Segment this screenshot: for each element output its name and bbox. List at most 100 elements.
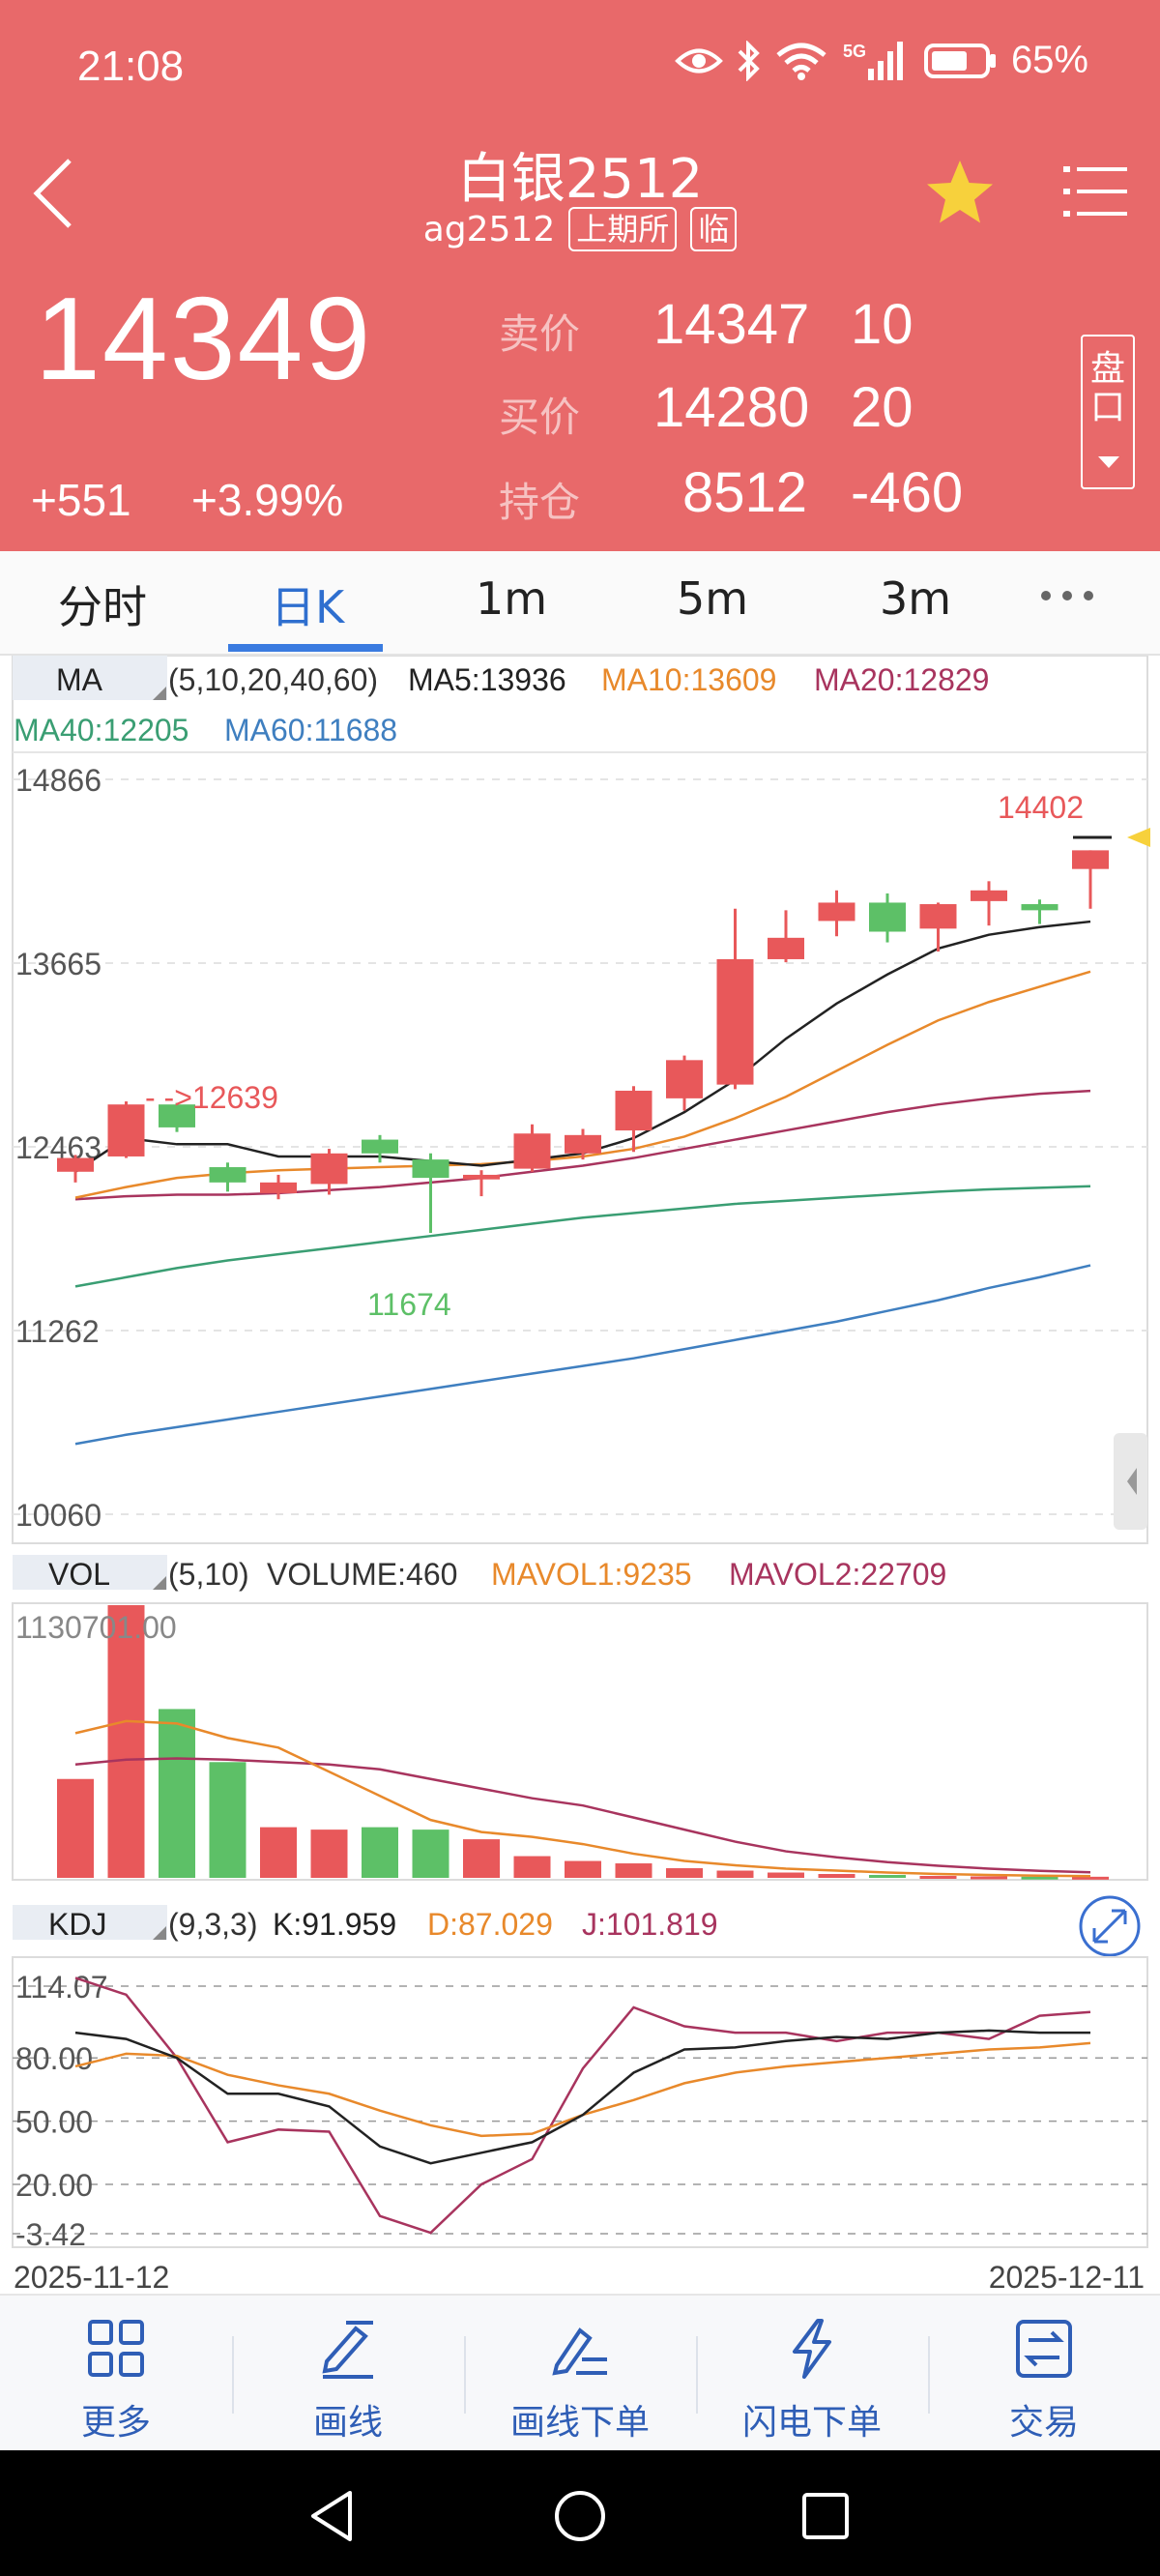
- volume-bar: [818, 1874, 856, 1878]
- y-tick-label: 14866: [15, 763, 102, 798]
- exchange-tag: 上期所: [568, 207, 678, 251]
- favorite-star-icon[interactable]: [923, 157, 997, 230]
- bid-label: 买价: [499, 394, 581, 441]
- menu-list-icon[interactable]: [1061, 161, 1129, 222]
- ask-label: 卖价: [499, 310, 581, 358]
- chart-area[interactable]: MA (5,10,20,40,60) MA5:13936 MA10:13609 …: [0, 656, 1160, 2294]
- status-icons: 5G 65%: [675, 39, 1088, 82]
- candle-body: [209, 1167, 246, 1183]
- y-tick-label: 11262: [15, 1314, 100, 1349]
- temporary-tag: 临: [690, 207, 738, 251]
- system-nav-bar: [0, 2450, 1160, 2576]
- nav-home-icon[interactable]: [553, 2489, 607, 2543]
- ma-label-box: [13, 656, 167, 700]
- high-price-label: 14402: [998, 790, 1084, 825]
- nav-recents-icon[interactable]: [800, 2491, 851, 2541]
- quote-header: 21:08 5G 65% 白银2512 ag2512 上期所 临 14349 +…: [0, 0, 1160, 551]
- vol-label-box: [13, 1555, 167, 1590]
- mavol2-line: [74, 1757, 1091, 1874]
- k-legend: K:91.959: [273, 1907, 396, 1942]
- vol-panel-frame: [12, 1602, 1148, 1881]
- triangle-down-icon: [1098, 456, 1119, 468]
- volume-bar: [57, 1778, 94, 1878]
- candle-body: [666, 1060, 703, 1098]
- status-bar: 21:08 5G 65%: [0, 0, 1160, 135]
- battery-icon: [923, 43, 996, 78]
- kdj-panel-frame: [12, 1956, 1148, 2248]
- more-label: 更多: [80, 2403, 151, 2443]
- volume-bar: [1021, 1876, 1058, 1880]
- k-line: [74, 2029, 1091, 2165]
- kline-chart[interactable]: MA (5,10,20,40,60) MA5:13936 MA10:13609 …: [0, 656, 1160, 2294]
- toolbar-divider: [928, 2336, 930, 2414]
- volume-ma-lines: [74, 1719, 1091, 1878]
- more-dots-icon[interactable]: [1040, 586, 1094, 605]
- candlesticks: [57, 850, 1109, 1234]
- candle-body: [565, 1134, 601, 1154]
- candle-body: [869, 902, 906, 932]
- flash-order-button[interactable]: 闪电下单: [696, 2296, 928, 2452]
- eye-icon: [675, 48, 723, 73]
- candle-body: [513, 1133, 551, 1169]
- open-interest-change: -460: [851, 461, 964, 524]
- bluetooth-icon: [738, 40, 760, 81]
- more-button[interactable]: 更多: [0, 2296, 232, 2452]
- period-tabs: 分时 日K 1m 5m 3m: [0, 551, 1160, 656]
- trade-button[interactable]: 交易: [928, 2296, 1160, 2452]
- back-arrow-icon[interactable]: [27, 155, 85, 232]
- y-tick-label: 13665: [15, 947, 102, 981]
- bottom-toolbar: 更多 画线 画线下单 闪电下单 交易: [0, 2294, 1160, 2450]
- kdj-indicator-label[interactable]: KDJ: [48, 1907, 106, 1942]
- open-interest-value: 8512: [682, 461, 808, 524]
- marker-price-label: - ->12639: [145, 1080, 278, 1115]
- tab-1m[interactable]: 1m: [476, 572, 548, 625]
- mavol2-legend: MAVOL2:22709: [729, 1557, 946, 1592]
- candle-body: [1072, 850, 1109, 869]
- kdj-params: (9,3,3): [168, 1907, 257, 1942]
- ma20-legend: MA20:12829: [814, 662, 989, 697]
- x-end-date: 2025-12-11: [989, 2260, 1145, 2294]
- draw-line-order-button[interactable]: 画线下单: [464, 2296, 696, 2452]
- ma10-legend: MA10:13609: [601, 662, 776, 697]
- candle-body: [463, 1174, 500, 1180]
- candle-body: [818, 902, 856, 922]
- candle-body: [57, 1157, 94, 1172]
- tab-timeshare[interactable]: 分时: [58, 581, 147, 633]
- tab-daily-k[interactable]: 日K: [271, 581, 345, 633]
- y-tick-label: 10060: [15, 1498, 102, 1533]
- price-change: +551: [31, 475, 131, 525]
- candle-body: [768, 937, 804, 959]
- ma60-legend: MA60:11688: [224, 713, 397, 747]
- vol-indicator-label[interactable]: VOL: [48, 1557, 110, 1592]
- kdj-y-tick-label: 20.00: [15, 2168, 93, 2203]
- kdj-selector-triangle-icon[interactable]: [153, 1926, 166, 1940]
- pankou-button[interactable]: 盘口: [1081, 335, 1135, 489]
- candle-body: [107, 1104, 145, 1156]
- signal-icon: 5G: [843, 41, 903, 80]
- nav-back-icon[interactable]: [305, 2489, 360, 2543]
- ma-indicator-label[interactable]: MA: [56, 662, 103, 697]
- draw-line-button[interactable]: 画线: [232, 2296, 464, 2452]
- volume-bar: [666, 1868, 703, 1878]
- candle-body: [310, 1153, 348, 1185]
- bid-qty: 20: [851, 376, 914, 439]
- volume-bar: [565, 1860, 601, 1878]
- candle-body: [1021, 904, 1058, 911]
- grid-icon: [88, 2320, 144, 2377]
- ma-selector-triangle-icon[interactable]: [153, 687, 166, 700]
- j-legend: J:101.819: [582, 1907, 718, 1942]
- candle-body: [971, 890, 1007, 901]
- candle-body: [412, 1159, 450, 1179]
- tab-5m[interactable]: 5m: [677, 572, 749, 625]
- vol-params: (5,10): [168, 1557, 249, 1592]
- transfer-icon: [1016, 2320, 1072, 2378]
- expand-icon[interactable]: [1079, 1895, 1141, 1957]
- flash-order-label: 闪电下单: [741, 2403, 882, 2443]
- vol-selector-triangle-icon[interactable]: [153, 1576, 166, 1590]
- ma40-legend: MA40:12205: [14, 713, 188, 747]
- chevron-left-icon: [1127, 1468, 1137, 1495]
- volume-bar: [362, 1827, 398, 1878]
- bid-price: 14280: [653, 376, 810, 439]
- tab-3m[interactable]: 3m: [880, 572, 952, 625]
